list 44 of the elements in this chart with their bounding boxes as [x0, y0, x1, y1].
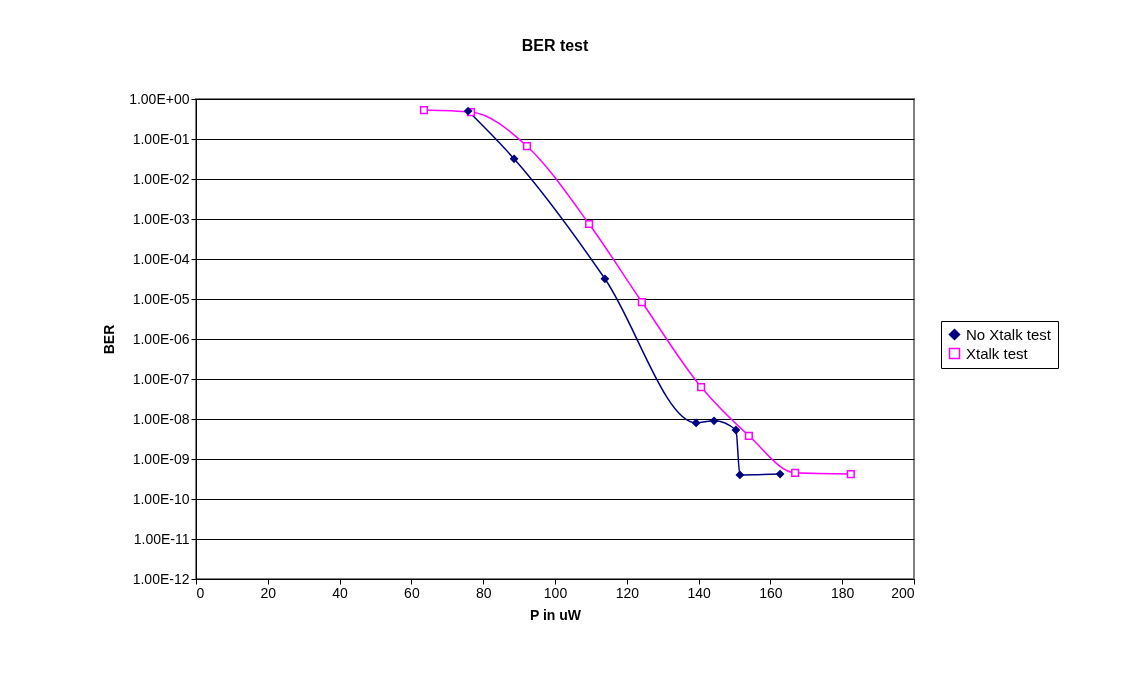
legend-label: No Xtalk test — [966, 325, 1052, 343]
point — [637, 297, 646, 307]
point — [585, 219, 594, 229]
y-tick-label: 1.00E-09 — [132, 450, 190, 467]
point — [522, 142, 532, 151]
y-tick-label: 1.00E-12 — [132, 570, 190, 587]
x-tick-label: 100 — [543, 584, 568, 601]
x-tick-label: 0 — [196, 584, 205, 601]
point — [509, 154, 519, 163]
chart-title: BER test — [521, 37, 590, 54]
y-tick-label: 1.00E-06 — [132, 330, 190, 347]
x-tick-label: 200 — [891, 584, 915, 601]
x-tick-label: 140 — [687, 584, 711, 601]
x-tick-label: 120 — [615, 584, 640, 601]
y-tick-label: 1.00E-07 — [132, 370, 190, 387]
y-tick-label: 1.00E-05 — [132, 290, 190, 307]
y-tick-label: 1.00E-10 — [132, 490, 190, 507]
x-tick-label: 60 — [404, 584, 420, 601]
point — [600, 274, 610, 283]
point — [791, 468, 800, 477]
y-tick-label: 1.00E-08 — [132, 410, 190, 427]
x-axis-title: P in uW — [529, 606, 582, 623]
point — [775, 469, 785, 479]
y-tick-label: 1.00E+00 — [129, 90, 190, 107]
y-tick-label: 1.00E-02 — [132, 170, 190, 187]
point — [744, 431, 753, 440]
y-tick-label: 1.00E-01 — [132, 130, 190, 147]
y-tick-label: 1.00E-04 — [132, 250, 190, 267]
x-tick-label: 80 — [475, 584, 492, 601]
y-axis-title: BER — [101, 324, 118, 355]
point — [419, 105, 429, 115]
point — [691, 418, 701, 427]
x-tick-label: 160 — [759, 584, 783, 601]
x-tick-label: 40 — [332, 584, 349, 601]
y-tick-label: 1.00E-03 — [132, 210, 190, 227]
point — [846, 469, 855, 479]
legend-label: Xtalk test — [966, 344, 1029, 362]
point — [735, 470, 744, 480]
point — [731, 425, 741, 435]
x-tick-label: 180 — [831, 584, 855, 601]
y-tick-label: 1.00E-11 — [133, 530, 190, 547]
x-tick-label: 20 — [260, 584, 277, 601]
point — [697, 382, 706, 392]
point — [709, 416, 719, 425]
